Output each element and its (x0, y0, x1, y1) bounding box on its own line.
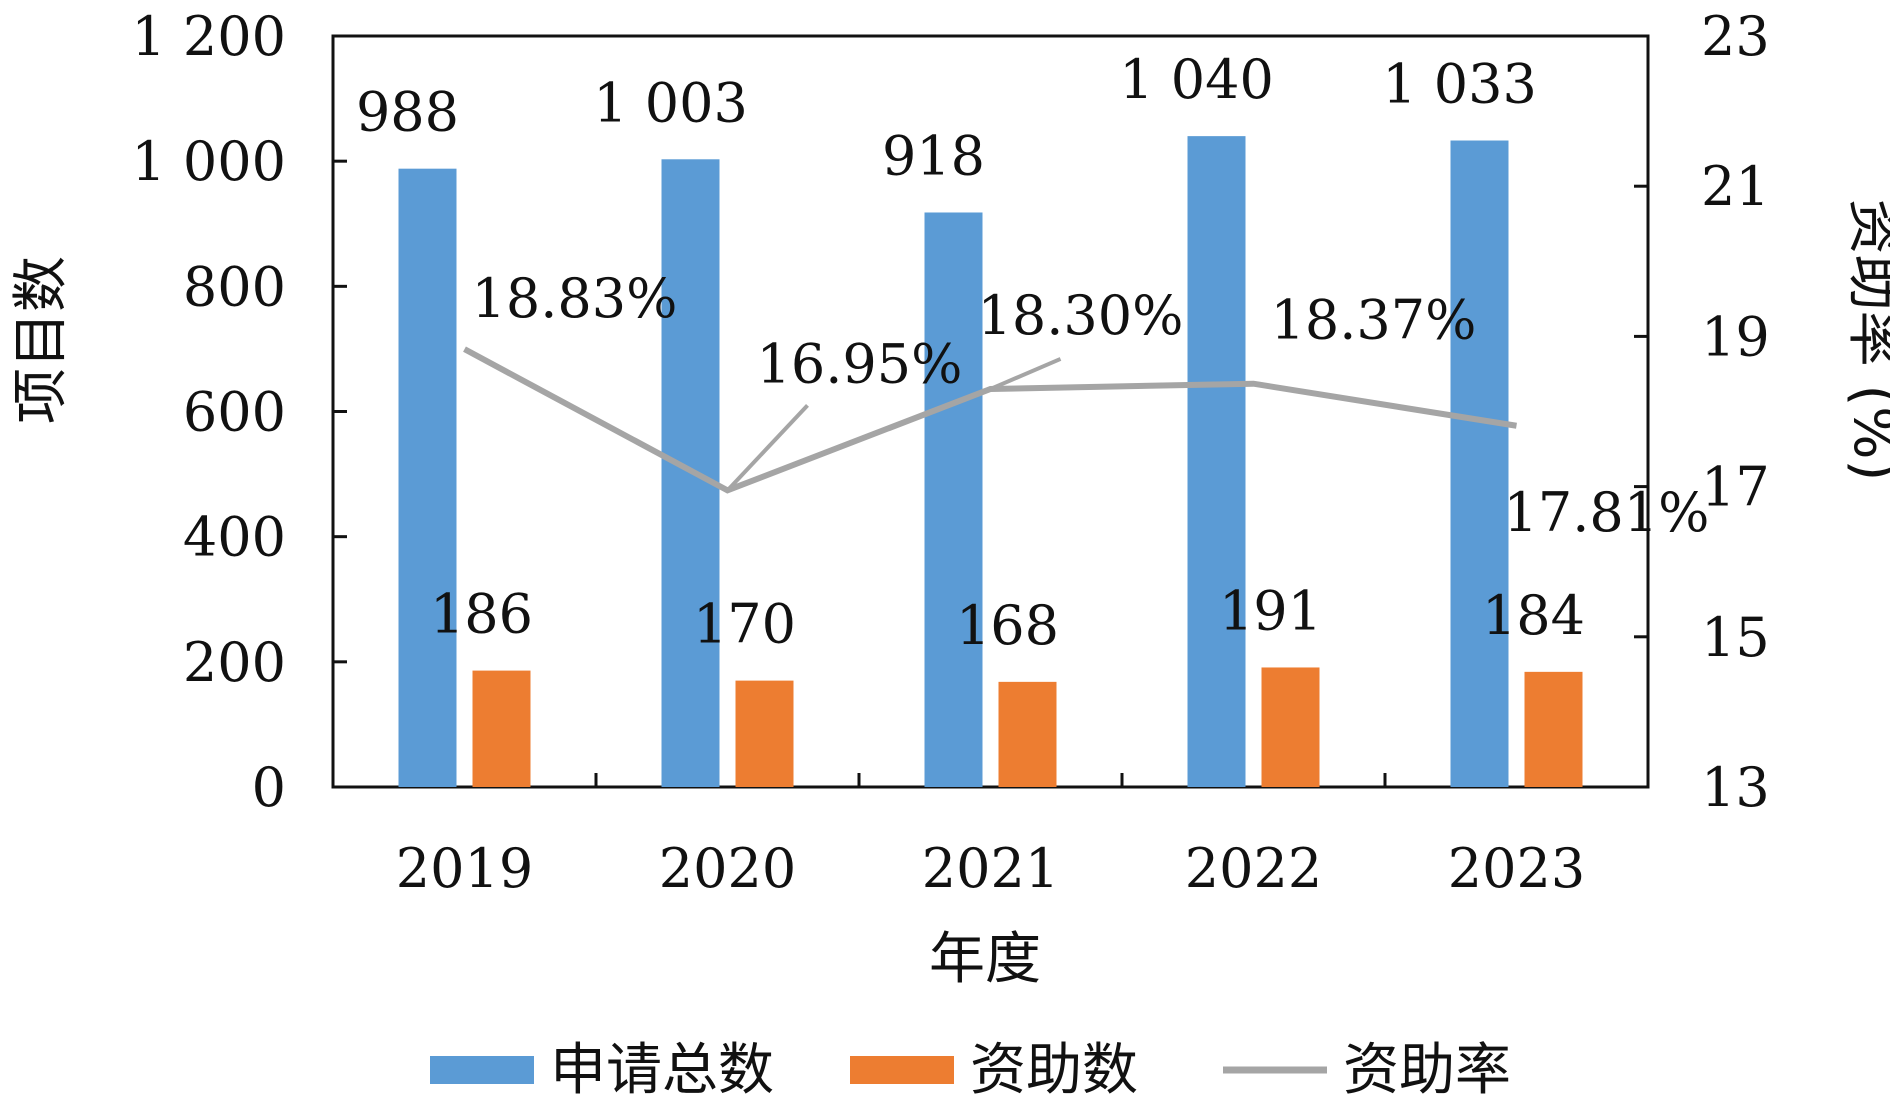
x-tick-label: 2023 (1448, 837, 1585, 900)
y-tick-label: 1 000 (131, 130, 286, 193)
rate-line (463, 346, 1517, 494)
y-tick-label: 400 (183, 506, 286, 569)
right-axis-ticks: 13 15 17 19 21 23 (1634, 5, 1770, 819)
rate-label: 18.37% (1271, 289, 1477, 352)
bar-label-applications: 1 033 (1382, 53, 1537, 116)
y-tick-label: 0 (252, 756, 286, 819)
x-tick-label: 2020 (659, 837, 796, 900)
x-tick-label: 2021 (922, 837, 1059, 900)
rate-label: 16.95% (757, 332, 963, 395)
bar-label-funded: 170 (693, 593, 796, 656)
bars (398, 136, 1583, 788)
rate-label: 18.30% (978, 284, 1184, 347)
bar-label-funded: 186 (430, 583, 533, 646)
rate-label-leader (989, 357, 1062, 391)
bar-applications (398, 168, 457, 788)
legend-swatch-applications (430, 1056, 534, 1084)
bar-label-applications: 988 (356, 81, 459, 144)
bar-funded (1261, 667, 1320, 787)
bar-funded (1524, 671, 1583, 787)
bar-label-funded: 191 (1219, 579, 1322, 642)
y-tick-label: 1 200 (131, 5, 286, 68)
y2-axis-title: 资助率 (%) (1841, 199, 1890, 482)
x-tick-label: 2022 (1185, 837, 1322, 900)
legend-label-applications: 申请总数 (550, 1038, 774, 1098)
y2-tick-label: 19 (1701, 305, 1770, 368)
rate-label-leader (726, 403, 809, 492)
y2-tick-label: 17 (1701, 456, 1770, 519)
rate-label: 18.83% (472, 267, 678, 330)
y-axis-title: 项目数 (9, 256, 74, 424)
y2-tick-label: 23 (1701, 5, 1770, 68)
bar-label-funded: 184 (1482, 584, 1585, 647)
legend-swatch-funded (850, 1056, 954, 1084)
bar-applications (1187, 136, 1246, 788)
y2-tick-label: 15 (1701, 606, 1770, 669)
bar-label-applications: 1 040 (1119, 48, 1274, 111)
bar-funded (472, 670, 531, 787)
bar-funded (735, 680, 794, 787)
legend-label-rate: 资助率 (1343, 1038, 1511, 1098)
rate-label: 17.81% (1504, 481, 1710, 544)
bar-label-applications: 1 003 (593, 71, 748, 134)
left-axis-ticks: 0 200 400 600 800 1 000 1 200 (131, 5, 347, 819)
bar-funded (998, 681, 1057, 787)
y2-tick-label: 21 (1701, 155, 1770, 218)
y-tick-label: 800 (183, 255, 286, 318)
y-tick-label: 200 (183, 631, 286, 694)
legend: 申请总数 资助数 资助率 (430, 1038, 1511, 1098)
legend-label-funded: 资助数 (970, 1038, 1138, 1098)
bar-label-applications: 918 (882, 124, 985, 187)
bar-label-funded: 168 (956, 594, 1059, 657)
y-tick-label: 600 (183, 381, 286, 444)
data-labels: 988 186 1 003 170 918 168 1 040 191 1 033 184 18.8… (356, 48, 1709, 657)
x-axis-ticks: 2019 2020 2021 2022 2023 (396, 773, 1585, 900)
bar-applications (924, 212, 983, 788)
x-axis-title: 年度 (929, 927, 1041, 992)
x-tick-label: 2019 (396, 837, 533, 900)
y2-tick-label: 13 (1701, 756, 1770, 819)
bar-applications (1450, 140, 1509, 787)
